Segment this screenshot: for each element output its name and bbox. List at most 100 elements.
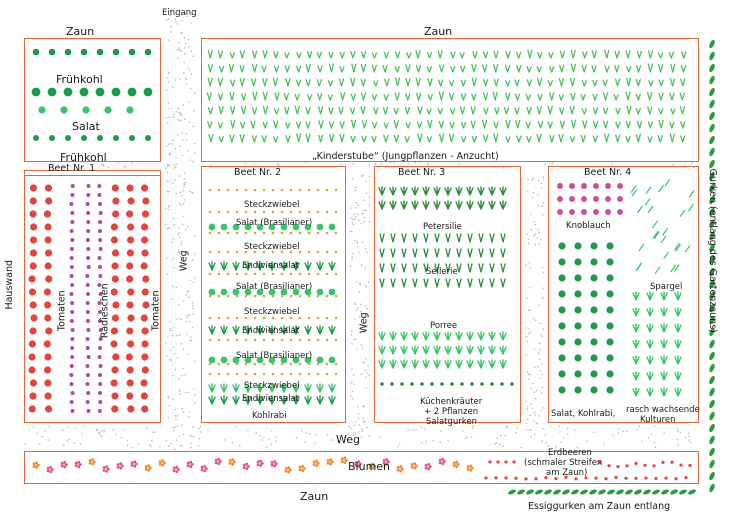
strawberry-plant xyxy=(584,476,588,480)
path-gravel xyxy=(175,286,178,289)
path-gravel xyxy=(172,86,174,88)
path-gravel xyxy=(170,25,172,28)
path-gravel xyxy=(180,318,182,321)
path-gravel xyxy=(358,291,361,293)
lettuce-plant xyxy=(328,356,336,364)
path-gravel xyxy=(175,418,177,421)
strawberry-plant xyxy=(684,476,688,480)
lettuce-plant xyxy=(232,356,240,364)
parsley-plant xyxy=(499,200,507,210)
seedling xyxy=(328,106,334,115)
onion-plant xyxy=(280,188,284,192)
lettuce-plant xyxy=(292,223,300,231)
seedling xyxy=(549,66,555,73)
path-gravel xyxy=(504,434,507,437)
flower-petal xyxy=(401,467,404,471)
flower-petal xyxy=(135,462,138,466)
path-gravel xyxy=(255,163,257,166)
cabbage-plant xyxy=(112,48,120,56)
tomato-plant xyxy=(111,405,119,413)
path-gravel xyxy=(223,439,226,441)
onion-plant xyxy=(253,188,257,192)
flower-center xyxy=(161,461,163,464)
path-gravel xyxy=(425,440,427,443)
flower-petal xyxy=(121,464,124,468)
path-gravel xyxy=(360,344,363,346)
lettuce-plant xyxy=(280,223,288,231)
path-gravel xyxy=(622,430,624,433)
tomato-plant xyxy=(44,249,53,257)
celery-plant xyxy=(478,278,484,288)
path-gravel xyxy=(174,18,177,21)
onion-plant xyxy=(217,316,221,320)
lettuce-plant xyxy=(244,223,252,231)
cabbage-plant xyxy=(81,135,87,141)
path-gravel xyxy=(190,21,193,24)
seedling xyxy=(549,134,555,143)
path-gravel xyxy=(541,386,544,389)
seedling xyxy=(494,107,500,115)
path-gravel xyxy=(542,271,545,274)
path-gravel xyxy=(190,435,193,437)
path-gravel xyxy=(175,163,178,165)
onion-plant xyxy=(253,316,257,320)
flower-center xyxy=(469,467,471,470)
path-gravel xyxy=(304,161,307,164)
fast-growing-plant xyxy=(646,387,654,397)
asparagus-plant xyxy=(662,228,669,236)
seedling xyxy=(394,51,401,59)
celery-plant xyxy=(423,263,429,273)
path-gravel xyxy=(173,430,175,432)
path-gravel xyxy=(654,446,657,448)
flower-petal xyxy=(457,462,460,466)
path-gravel xyxy=(170,359,172,362)
asparagus-plant xyxy=(630,185,637,193)
seedling xyxy=(361,135,367,143)
seedling xyxy=(505,136,511,143)
path-gravel xyxy=(193,92,196,95)
onion-plant xyxy=(217,362,221,366)
radish-plant xyxy=(85,238,90,242)
seedling xyxy=(505,50,511,59)
seedling xyxy=(613,94,619,101)
flower-petal xyxy=(51,468,54,471)
path-gravel xyxy=(193,109,195,112)
seedling xyxy=(547,105,553,115)
onion-plant xyxy=(316,362,320,366)
tomato-plant xyxy=(141,340,149,348)
flower-petal xyxy=(116,463,120,466)
path-gravel xyxy=(169,107,171,110)
fast-growing-plant xyxy=(660,355,668,365)
path-gravel xyxy=(354,318,356,320)
onion-plant xyxy=(316,316,320,320)
flower-petal xyxy=(399,465,403,468)
label-b3-sellerie: Sellerie xyxy=(426,267,458,277)
cucumber-plant xyxy=(709,339,715,349)
path-gravel xyxy=(525,327,527,329)
onion-plant xyxy=(217,250,221,254)
flower-petal xyxy=(345,458,348,462)
path-gravel xyxy=(539,377,542,380)
kohlrabi-plant xyxy=(606,354,614,362)
seedling xyxy=(669,133,675,143)
cucumber-plant xyxy=(709,315,715,325)
path-gravel xyxy=(182,300,185,302)
leek-plant xyxy=(433,331,441,341)
seedling xyxy=(438,133,445,143)
path-gravel xyxy=(542,201,545,204)
seedling xyxy=(548,52,554,59)
onion-plant xyxy=(208,210,212,214)
celery-plant xyxy=(379,278,385,288)
seedling xyxy=(360,78,366,87)
tomato-plant xyxy=(28,405,36,413)
leek-plant xyxy=(455,331,463,341)
cabbage-plant xyxy=(129,135,135,141)
path-gravel xyxy=(175,192,178,195)
parsley-plant xyxy=(455,200,463,210)
onion-plant xyxy=(298,272,302,276)
path-gravel xyxy=(185,320,188,322)
path-gravel xyxy=(165,145,168,148)
path-gravel xyxy=(531,179,534,181)
path-gravel xyxy=(364,369,367,371)
tomato-plant xyxy=(126,223,135,231)
